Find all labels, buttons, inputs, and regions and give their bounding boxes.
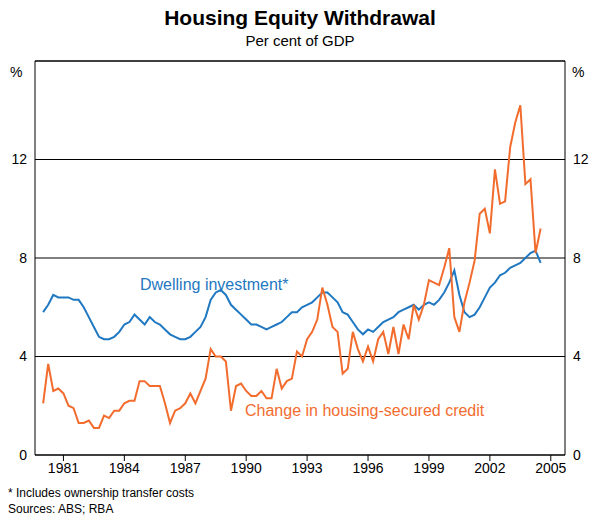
svg-text:4: 4 bbox=[19, 348, 27, 364]
svg-text:8: 8 bbox=[573, 250, 581, 266]
svg-text:12: 12 bbox=[573, 151, 589, 167]
svg-text:1990: 1990 bbox=[231, 460, 262, 476]
svg-text:1984: 1984 bbox=[109, 460, 140, 476]
html-text:Sources: ABS; RBA: Sources: ABS; RBA bbox=[8, 502, 114, 516]
svg-text:2002: 2002 bbox=[474, 460, 505, 476]
html-text:Change in housing-secured cred: Change in housing-secured credit bbox=[245, 402, 485, 419]
svg-text:1999: 1999 bbox=[413, 460, 444, 476]
svg-text:1981: 1981 bbox=[48, 460, 79, 476]
svg-text:8: 8 bbox=[19, 250, 27, 266]
html-text:Housing Equity Withdrawal: Housing Equity Withdrawal bbox=[164, 6, 436, 29]
svg-text:1993: 1993 bbox=[292, 460, 323, 476]
svg-text:1987: 1987 bbox=[170, 460, 201, 476]
svg-text:12: 12 bbox=[11, 151, 27, 167]
svg-text:2005: 2005 bbox=[535, 460, 566, 476]
svg-text:0: 0 bbox=[573, 447, 581, 463]
svg-text:4: 4 bbox=[573, 348, 581, 364]
svg-text:0: 0 bbox=[19, 447, 27, 463]
html-text:* Includes ownership transfer: * Includes ownership transfer costs bbox=[8, 486, 195, 500]
html-text:Dwelling investment*: Dwelling investment* bbox=[140, 276, 289, 293]
html-text:Per cent of GDP: Per cent of GDP bbox=[245, 32, 355, 49]
svg-text:1996: 1996 bbox=[352, 460, 383, 476]
